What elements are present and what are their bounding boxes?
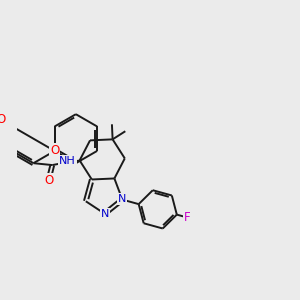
Text: NH: NH [59,156,76,166]
Text: O: O [50,144,59,158]
Text: N: N [118,194,127,204]
Text: O: O [0,113,5,126]
Text: O: O [44,174,53,187]
Text: F: F [184,211,190,224]
Text: N: N [100,209,109,219]
